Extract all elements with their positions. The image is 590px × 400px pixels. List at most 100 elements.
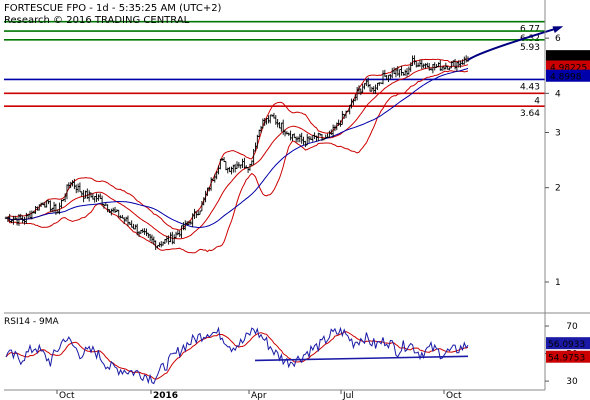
price-bar bbox=[193, 208, 196, 219]
price-bar bbox=[361, 83, 364, 93]
x-tick-label-0: Oct bbox=[59, 391, 75, 400]
price-bar bbox=[145, 228, 148, 237]
price-bar bbox=[352, 98, 355, 106]
price-bar bbox=[300, 132, 303, 144]
x-tick-label-4: Oct bbox=[446, 391, 462, 400]
price-bar bbox=[420, 59, 423, 70]
price-bar bbox=[440, 66, 444, 72]
price-bar bbox=[433, 62, 436, 71]
projection-arrowhead bbox=[552, 26, 564, 33]
price-bar bbox=[422, 63, 425, 69]
price-bar bbox=[370, 86, 374, 92]
price-bar bbox=[276, 118, 279, 128]
price-bar bbox=[398, 69, 401, 78]
price-bar bbox=[26, 214, 30, 219]
rsi-tick-label-0: 30 bbox=[566, 377, 578, 387]
price-bar bbox=[241, 158, 244, 168]
price-badge-2 bbox=[546, 69, 590, 82]
rsi-line bbox=[5, 326, 469, 385]
price-bar bbox=[387, 74, 390, 82]
price-bar bbox=[76, 183, 80, 193]
rsi-title: RSI14 - 9MA bbox=[4, 317, 60, 327]
price-bar bbox=[141, 228, 144, 234]
price-bar bbox=[333, 125, 337, 132]
price-bar bbox=[374, 84, 377, 94]
price-bar bbox=[75, 184, 78, 194]
moving-average-line bbox=[5, 67, 469, 228]
price-bar bbox=[350, 98, 353, 109]
y-tick-label-2: 3 bbox=[555, 128, 561, 138]
y-tick-label-0: 1 bbox=[555, 278, 561, 288]
chart-subtitle: Research © 2016 TRADING CENTRAL bbox=[4, 15, 190, 26]
price-bar bbox=[119, 215, 122, 219]
price-bar bbox=[71, 180, 74, 187]
price-bar bbox=[230, 166, 233, 175]
price-bar bbox=[161, 241, 165, 246]
price-bar bbox=[424, 63, 427, 69]
x-tick-label-2: Apr bbox=[251, 391, 267, 400]
price-bar bbox=[293, 133, 296, 139]
price-bar bbox=[391, 67, 394, 79]
price-bar bbox=[121, 214, 124, 219]
x-tick-label-1: 2016 bbox=[153, 391, 178, 400]
price-bar bbox=[413, 55, 416, 65]
price-bar bbox=[178, 230, 181, 238]
bollinger-upper bbox=[5, 58, 469, 231]
rsi-panel: RSI14 - 9MA bbox=[4, 317, 469, 385]
price-bar bbox=[206, 187, 209, 196]
y-tick-label-1: 2 bbox=[555, 184, 561, 194]
price-bar bbox=[416, 62, 420, 68]
price-bar bbox=[403, 69, 407, 76]
price-badge-0 bbox=[546, 50, 590, 63]
price-bar bbox=[97, 194, 100, 201]
price-bar bbox=[15, 217, 19, 226]
x-tick-label-3: Jul bbox=[342, 391, 354, 400]
level-label-5: 3.64 bbox=[520, 109, 540, 119]
price-bar bbox=[453, 58, 457, 70]
level-label-3: 4.43 bbox=[520, 82, 540, 92]
price-badge-label-1: 4.98225 bbox=[550, 63, 587, 73]
price-bar bbox=[47, 200, 50, 205]
price-bar bbox=[368, 83, 372, 92]
price-bar bbox=[28, 210, 32, 219]
level-label-0: 6.77 bbox=[520, 25, 540, 35]
price-bar bbox=[132, 223, 135, 230]
price-bar bbox=[65, 184, 69, 200]
price-bar bbox=[376, 82, 379, 91]
price-bar bbox=[174, 231, 178, 239]
price-bar bbox=[407, 66, 411, 75]
y-tick-label-3: 4 bbox=[555, 89, 561, 99]
level-label-2: 5.93 bbox=[520, 43, 540, 53]
level-label-4: 4 bbox=[534, 96, 540, 106]
price-bar bbox=[12, 215, 15, 225]
axes: 123465.1054.982254.899830507056.093354.9… bbox=[4, 0, 590, 400]
price-bar bbox=[431, 64, 435, 74]
price-bar bbox=[176, 230, 180, 236]
price-bar bbox=[130, 220, 133, 228]
price-bar bbox=[400, 65, 403, 76]
price-bar bbox=[204, 190, 207, 203]
price-bar bbox=[172, 234, 176, 244]
price-bar bbox=[278, 122, 281, 129]
price-bar bbox=[267, 115, 270, 124]
price-bar bbox=[160, 241, 163, 248]
rsi-badge-0 bbox=[546, 337, 590, 350]
rsi-badge-label-0: 56.0933 bbox=[548, 340, 585, 350]
price-bar bbox=[274, 115, 278, 125]
price-bar bbox=[296, 136, 300, 143]
price-bar bbox=[389, 74, 392, 80]
price-bar bbox=[415, 60, 418, 68]
price-bar bbox=[134, 224, 137, 230]
price-bar bbox=[405, 68, 409, 77]
price-bar bbox=[78, 182, 82, 193]
price-bar bbox=[87, 190, 91, 202]
rsi-badge-1 bbox=[546, 350, 590, 363]
rsi-trendline bbox=[255, 355, 469, 362]
price-bar bbox=[381, 70, 385, 85]
y-tick-label-4: 6 bbox=[555, 34, 561, 44]
price-bar bbox=[302, 136, 305, 145]
price-badge-label-2: 4.8998 bbox=[550, 73, 582, 83]
bollinger-lower bbox=[5, 70, 469, 254]
